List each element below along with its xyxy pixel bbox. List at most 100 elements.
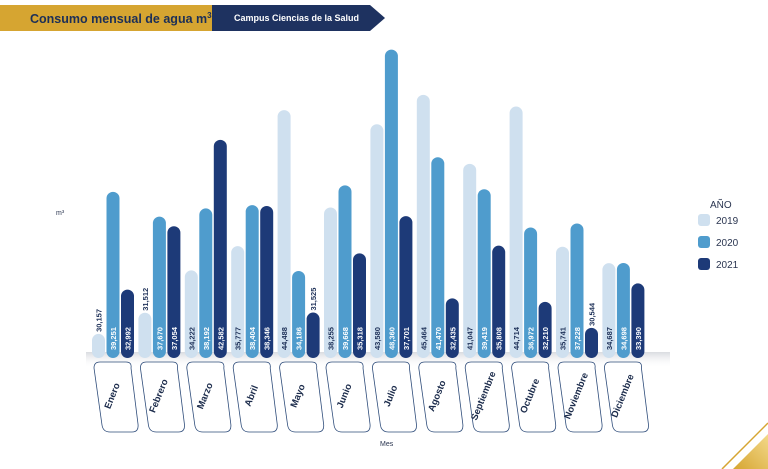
y-axis-label: m³ (56, 210, 65, 217)
bar-octubre-2019 (509, 106, 523, 358)
value-label-noviembre-2019: 35,741 (559, 327, 568, 350)
month-tab-marzo (186, 361, 232, 433)
value-label-enero-2020: 39,251 (109, 327, 118, 350)
value-label-junio-2021: 35,318 (356, 327, 365, 350)
bar-mayo-2019 (277, 110, 291, 358)
x-axis-label: Mes (380, 441, 394, 448)
value-label-mayo-2021: 31,525 (309, 288, 318, 311)
value-label-junio-2020: 39,668 (341, 327, 350, 350)
bar-octubre-2021 (538, 301, 552, 358)
month-tab-agosto (418, 361, 464, 433)
bar-noviembre-2019 (556, 246, 569, 358)
value-label-marzo-2020: 38,192 (202, 327, 211, 350)
bar-mayo-2021 (306, 312, 320, 358)
bar-septiembre-2021 (492, 245, 506, 358)
value-label-diciembre-2021: 33,390 (634, 327, 643, 350)
bar-abril-2021 (260, 206, 274, 358)
month-tab-abril (232, 361, 278, 433)
corner-decoration (721, 422, 768, 469)
bar-agosto-2021 (445, 298, 459, 358)
bar-enero-2021 (121, 289, 134, 358)
header-navy-arrow (212, 5, 385, 31)
value-label-julio-2019: 43,580 (373, 327, 382, 350)
value-label-septiembre-2020: 39,419 (480, 327, 489, 350)
value-label-marzo-2019: 34,222 (187, 327, 196, 350)
value-labels-group: 30,157 39,251 32,992 31,512 37,670 37,054 34,2… (95, 288, 643, 350)
value-label-abril-2021: 38,346 (263, 327, 272, 350)
value-label-enero-2021: 32,992 (124, 327, 133, 350)
bar-enero-2019 (92, 333, 105, 358)
chart-title-superscript: 3 (207, 11, 212, 20)
bar-junio-2020 (338, 185, 352, 358)
value-label-marzo-2021: 42,582 (216, 327, 225, 350)
value-label-mayo-2020: 34,186 (295, 327, 304, 350)
value-label-agosto-2021: 32,435 (448, 327, 457, 350)
bar-septiembre-2020 (477, 189, 491, 358)
value-label-febrero-2019: 31,512 (141, 288, 150, 311)
bar-octubre-2020 (524, 227, 538, 358)
bar-febrero-2021 (167, 226, 181, 358)
month-tab-julio (371, 361, 417, 433)
value-label-septiembre-2019: 41,047 (466, 327, 475, 350)
corner-gold-line (721, 422, 768, 469)
bar-marzo-2021 (213, 139, 227, 358)
month-tab-junio (325, 361, 371, 433)
header-banner: Consumo mensual de agua m3 Campus Cienci… (0, 5, 385, 31)
value-label-diciembre-2019: 34,687 (605, 327, 614, 350)
legend-swatch-2021 (698, 258, 710, 270)
bar-febrero-2020 (152, 216, 166, 358)
legend-label-2019: 2019 (716, 216, 739, 227)
value-label-junio-2019: 38,255 (327, 327, 336, 350)
month-tab-febrero (139, 361, 185, 433)
bar-noviembre-2021 (585, 327, 598, 358)
month-tab-enero (93, 361, 139, 433)
bar-abril-2020 (245, 205, 259, 358)
corner-gold-triangle (733, 434, 768, 469)
legend-label-2020: 2020 (716, 238, 739, 249)
legend-label-2021: 2021 (716, 260, 739, 271)
month-tab-noviembre (557, 361, 603, 433)
value-label-febrero-2020: 37,670 (155, 327, 164, 350)
bar-junio-2021 (353, 253, 366, 358)
bar-julio-2021 (399, 216, 413, 358)
bar-diciembre-2019 (602, 263, 616, 358)
month-tab-mayo (279, 361, 325, 433)
bar-enero-2020 (106, 191, 120, 358)
value-label-julio-2021: 37,701 (402, 327, 411, 350)
bar-mayo-2020 (292, 270, 306, 358)
chart-subtitle: Campus Ciencias de la Salud (234, 13, 359, 23)
legend-swatch-2020 (698, 236, 710, 248)
bar-julio-2020 (384, 49, 398, 359)
value-label-noviembre-2021: 30,544 (588, 302, 597, 326)
value-label-octubre-2021: 32,210 (541, 327, 550, 350)
bar-junio-2019 (324, 207, 337, 358)
bar-febrero-2019 (138, 312, 152, 358)
bar-septiembre-2019 (463, 163, 477, 358)
value-label-enero-2019: 30,157 (95, 309, 104, 332)
legend-title: AÑO (710, 198, 732, 211)
value-label-diciembre-2020: 34,698 (619, 327, 628, 350)
chart-title: Consumo mensual de agua m3 (30, 11, 212, 26)
bar-noviembre-2020 (570, 223, 584, 358)
chart-title-main: Consumo mensual de agua m (30, 12, 207, 26)
value-label-octubre-2019: 44,714 (512, 326, 521, 350)
month-tab-diciembre (603, 361, 649, 433)
bar-agosto-2020 (431, 157, 445, 358)
value-label-julio-2020: 48,360 (387, 327, 396, 350)
value-label-noviembre-2020: 37,228 (573, 327, 582, 350)
bar-marzo-2019 (184, 270, 198, 358)
bar-diciembre-2020 (616, 263, 630, 358)
value-label-febrero-2021: 37,054 (170, 326, 179, 350)
value-label-agosto-2020: 41,470 (434, 327, 443, 350)
value-label-septiembre-2021: 35,808 (495, 327, 504, 350)
value-label-mayo-2019: 44,488 (280, 327, 289, 350)
bar-diciembre-2021 (631, 283, 645, 358)
value-label-abril-2020: 38,404 (248, 326, 257, 350)
bar-marzo-2020 (199, 208, 213, 358)
month-tabs-group: Enero Febrero Marzo Abril Mayo Junio Julio Agos… (93, 361, 649, 433)
value-label-agosto-2019: 45,464 (419, 326, 428, 350)
bar-julio-2019 (370, 124, 384, 358)
header-gold-band (0, 5, 212, 31)
month-tab-octubre (511, 361, 557, 433)
